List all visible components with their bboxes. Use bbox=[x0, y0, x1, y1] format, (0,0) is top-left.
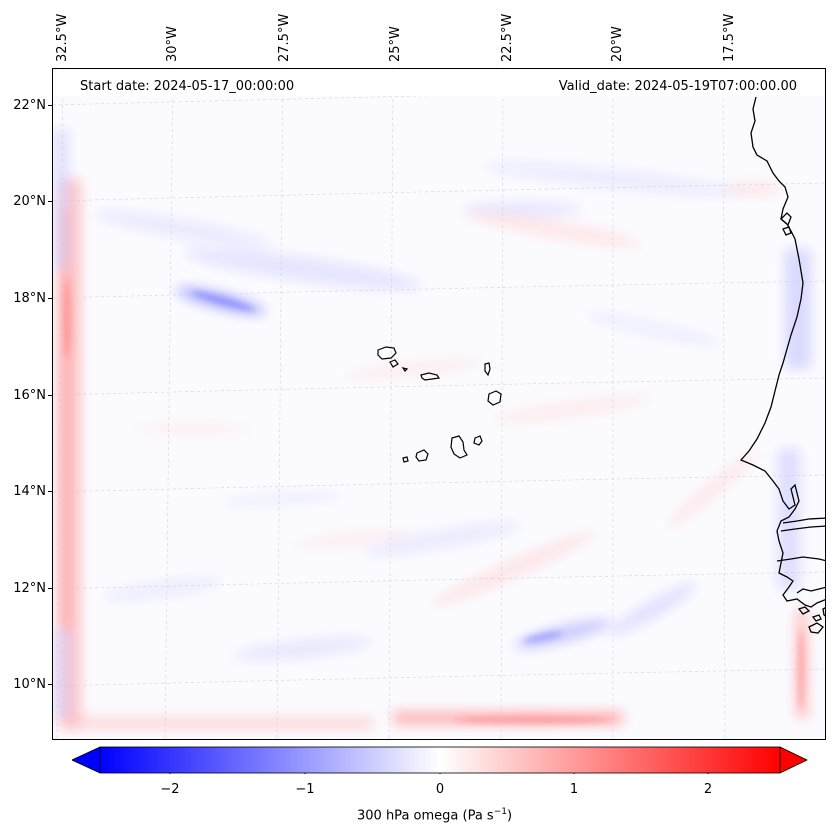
gambia-river-south bbox=[780, 525, 825, 532]
lat-label-16n: 16°N bbox=[13, 388, 46, 403]
lat-tick-18n bbox=[48, 298, 52, 299]
bijagos-island-4 bbox=[822, 607, 825, 617]
colorbar-gradient bbox=[99, 746, 781, 774]
cape-verde-islands bbox=[377, 346, 502, 463]
bijagos-island-1 bbox=[797, 606, 811, 615]
lon-label-22-5w: 22.5°W bbox=[500, 13, 515, 62]
info-bar: Start date: 2024-05-17_00:00:00 Valid_da… bbox=[54, 70, 824, 96]
graticule bbox=[53, 69, 825, 739]
lon-label-20w: 20°W bbox=[610, 26, 625, 62]
lon-label-17-5w: 17.5°W bbox=[722, 13, 737, 62]
bijagos-island-2 bbox=[808, 622, 824, 634]
colorbar-extend-high bbox=[779, 746, 808, 774]
lon-label-27-5w: 27.5°W bbox=[277, 13, 292, 62]
lat-tick-16n bbox=[48, 395, 52, 396]
mauritania-bay bbox=[780, 212, 792, 227]
lon-label-30w: 30°W bbox=[165, 26, 180, 62]
banc-arguin-islands bbox=[782, 226, 792, 236]
valid-date-label: Valid_date: 2024-05-19T07:00:00.00 bbox=[558, 79, 797, 94]
colorbar-tick-minus1: −1 bbox=[295, 782, 315, 797]
lon-label-25w: 25°W bbox=[388, 26, 403, 62]
start-date-label: Start date: 2024-05-17_00:00:00 bbox=[80, 79, 295, 94]
mauritania-senegal-coast bbox=[739, 96, 825, 608]
santo-antao-island bbox=[377, 346, 397, 360]
lat-label-10n: 10°N bbox=[13, 677, 46, 692]
colorbar-title-close: ) bbox=[506, 808, 513, 824]
colorbar-tick-0: 0 bbox=[435, 782, 445, 797]
omega-field-map bbox=[53, 69, 825, 739]
colorbar-title: 300 hPa omega (Pa s−1) bbox=[357, 807, 512, 823]
colorbar-extend-low bbox=[72, 746, 101, 774]
boa-vista-island bbox=[487, 390, 502, 406]
santiago-island bbox=[450, 435, 468, 459]
lat-tick-10n bbox=[48, 684, 52, 685]
colorbar bbox=[72, 746, 808, 774]
santa-luzia-island bbox=[401, 367, 409, 372]
omega-fine-features bbox=[63, 279, 805, 724]
colorbar-tick-minus2: −2 bbox=[160, 782, 180, 797]
sal-island bbox=[484, 362, 491, 377]
guinea-coast bbox=[796, 586, 825, 594]
field-background bbox=[53, 69, 825, 739]
map-panel[interactable]: Start date: 2024-05-17_00:00:00 Valid_da… bbox=[52, 68, 826, 740]
sao-vicente-island bbox=[389, 359, 399, 368]
lat-label-20n: 20°N bbox=[13, 194, 46, 209]
lon-label-32-5w: 32.5°W bbox=[55, 13, 70, 62]
sao-nicolau-island bbox=[420, 372, 441, 381]
coastline bbox=[739, 96, 825, 634]
lat-tick-20n bbox=[48, 201, 52, 202]
lat-tick-22n bbox=[48, 105, 52, 106]
colorbar-tick-1: 1 bbox=[569, 782, 579, 797]
casamance-outline bbox=[776, 556, 825, 562]
colorbar-tick-2: 2 bbox=[703, 782, 713, 797]
gambia-river-outline bbox=[782, 517, 825, 524]
brava-island bbox=[402, 456, 409, 463]
lat-label-22n: 22°N bbox=[13, 98, 46, 113]
lat-label-14n: 14°N bbox=[13, 484, 46, 499]
bijagos-island-3 bbox=[811, 614, 822, 622]
colorbar-title-text: 300 hPa omega (Pa s bbox=[357, 808, 494, 824]
lat-label-12n: 12°N bbox=[13, 581, 46, 596]
lat-tick-12n bbox=[48, 588, 52, 589]
fogo-island bbox=[415, 449, 429, 462]
maio-island bbox=[473, 435, 483, 446]
lat-tick-14n bbox=[48, 491, 52, 492]
lat-label-18n: 18°N bbox=[13, 291, 46, 306]
colorbar-title-exponent: −1 bbox=[493, 807, 507, 817]
